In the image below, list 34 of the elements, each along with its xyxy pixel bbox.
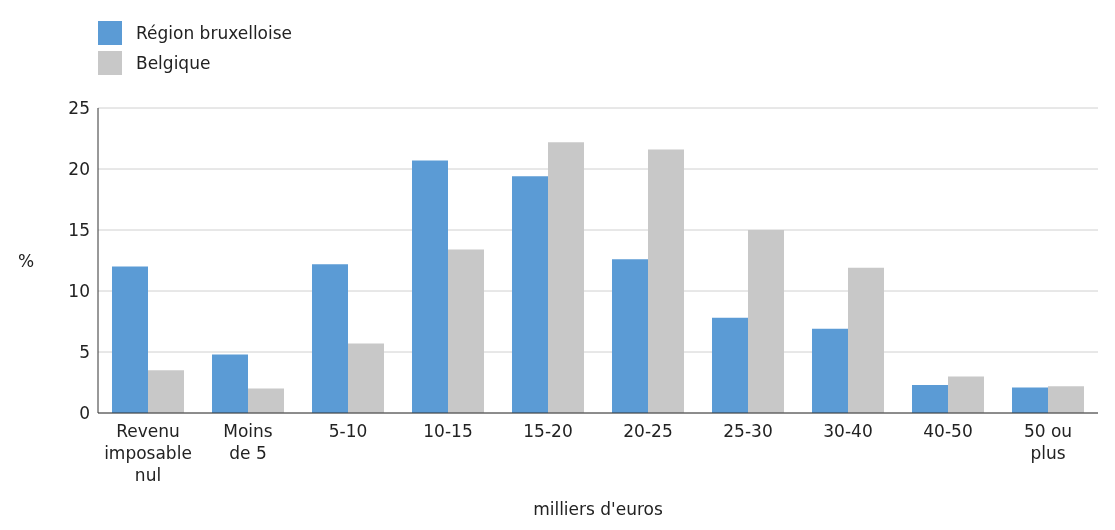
x-tick-label: 10-15: [423, 421, 473, 441]
y-tick-label: 25: [68, 98, 90, 119]
x-tick-label: Revenu imposable nul: [104, 421, 192, 485]
bar: [412, 160, 448, 413]
legend-label: Région bruxelloise: [136, 23, 293, 43]
x-tick-label: 15-20: [523, 421, 573, 441]
x-tick-label: 30-40: [823, 421, 873, 441]
x-tick-label: 50 ou plus: [1023, 421, 1073, 463]
bar: [612, 259, 648, 413]
bar: [312, 264, 348, 413]
x-tick-label: Moins de 5: [223, 421, 273, 463]
y-tick-label: 5: [79, 342, 90, 363]
x-tick-label: 5-10: [328, 421, 368, 441]
legend-label: Belgique: [136, 53, 211, 73]
bar: [1012, 387, 1048, 413]
bar: [1048, 386, 1084, 413]
x-tick-label: 25-30: [723, 421, 773, 441]
y-axis-title: %: [18, 250, 35, 271]
bar: [812, 328, 848, 413]
x-tick-label: 40-50: [923, 421, 973, 441]
y-tick-label: 20: [68, 159, 90, 180]
bar: [712, 317, 748, 413]
bar: [912, 384, 948, 413]
bar: [148, 370, 184, 413]
y-tick-label: 15: [68, 220, 90, 241]
bar: [112, 266, 148, 413]
bar: [212, 354, 248, 413]
bar: [948, 376, 984, 413]
x-axis-title: milliers d'euros: [533, 499, 664, 519]
bar: [248, 388, 284, 413]
y-tick-label: 10: [68, 281, 90, 302]
bar: [512, 176, 548, 413]
y-tick-label: 0: [79, 403, 90, 424]
x-tick-label: 20-25: [623, 421, 673, 441]
